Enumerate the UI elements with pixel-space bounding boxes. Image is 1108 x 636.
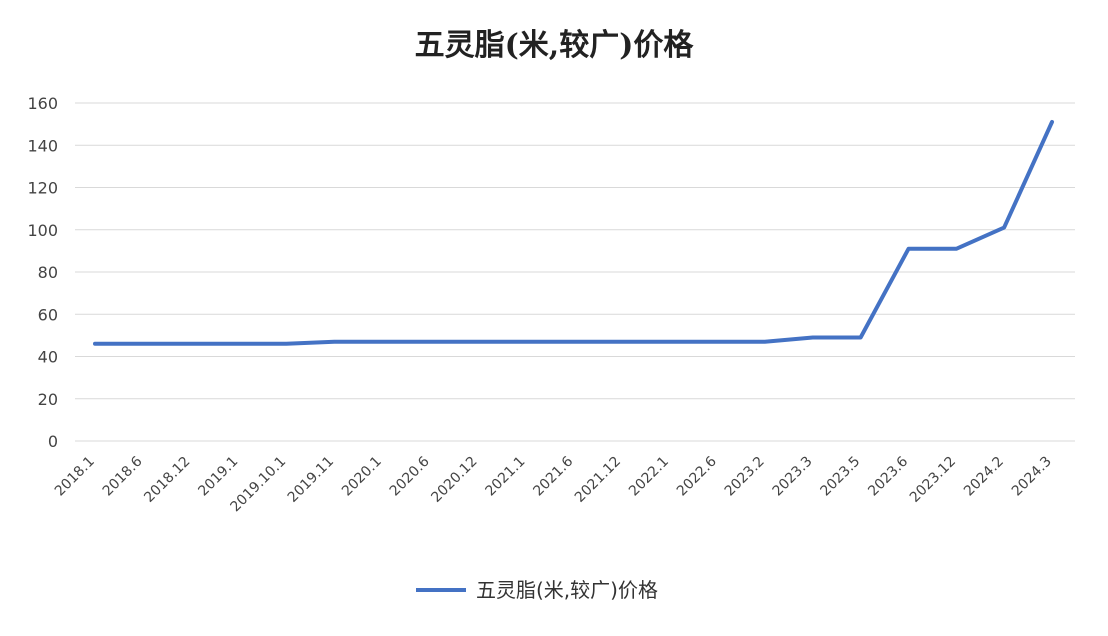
y-tick-label: 80 bbox=[38, 263, 58, 282]
y-tick-label: 160 bbox=[27, 94, 58, 113]
y-axis-ticks: 0 20 40 60 80 100 120 140 160 bbox=[27, 94, 58, 451]
series-line bbox=[93, 120, 1054, 346]
y-tick-label: 20 bbox=[38, 390, 58, 409]
x-tick-label: 2018.6 bbox=[100, 453, 146, 499]
x-tick-label: 2018.12 bbox=[141, 454, 193, 506]
x-tick-label: 2023.2 bbox=[722, 454, 768, 500]
x-tick-label: 2020.1 bbox=[339, 454, 385, 500]
x-tick-label: 2021.1 bbox=[483, 454, 529, 500]
x-tick-label: 2024.3 bbox=[1009, 454, 1055, 500]
x-tick-label: 2024.2 bbox=[961, 454, 1007, 500]
y-tick-label: 120 bbox=[27, 179, 58, 198]
x-tick-label: 2023.6 bbox=[865, 453, 911, 499]
y-tick-label: 140 bbox=[27, 136, 58, 155]
x-tick-label: 2019.1 bbox=[195, 454, 241, 500]
legend: 五灵脂(米,较广)价格 bbox=[416, 578, 658, 602]
y-tick-label: 0 bbox=[48, 432, 58, 451]
y-tick-label: 40 bbox=[38, 348, 58, 367]
x-tick-label: 2023.12 bbox=[907, 454, 959, 506]
x-tick-label: 2018.1 bbox=[52, 454, 98, 500]
chart-title: 五灵脂(米,较广)价格 bbox=[415, 28, 695, 63]
legend-label: 五灵脂(米,较广)价格 bbox=[476, 578, 658, 602]
y-tick-label: 60 bbox=[38, 305, 58, 324]
y-tick-label: 100 bbox=[27, 221, 58, 240]
x-tick-label: 2022.1 bbox=[626, 454, 672, 500]
x-tick-label: 2019.11 bbox=[285, 454, 337, 506]
x-tick-label: 2021.12 bbox=[572, 454, 624, 506]
x-tick-label: 2020.12 bbox=[428, 454, 480, 506]
x-tick-label: 2021.6 bbox=[530, 453, 576, 499]
gridlines bbox=[75, 102, 1075, 442]
x-tick-label: 2020.6 bbox=[387, 453, 433, 499]
x-tick-label: 2023.3 bbox=[770, 454, 816, 500]
x-tick-label: 2022.6 bbox=[674, 453, 720, 499]
series-lines bbox=[93, 120, 1054, 346]
x-tick-label: 2023.5 bbox=[817, 454, 863, 500]
